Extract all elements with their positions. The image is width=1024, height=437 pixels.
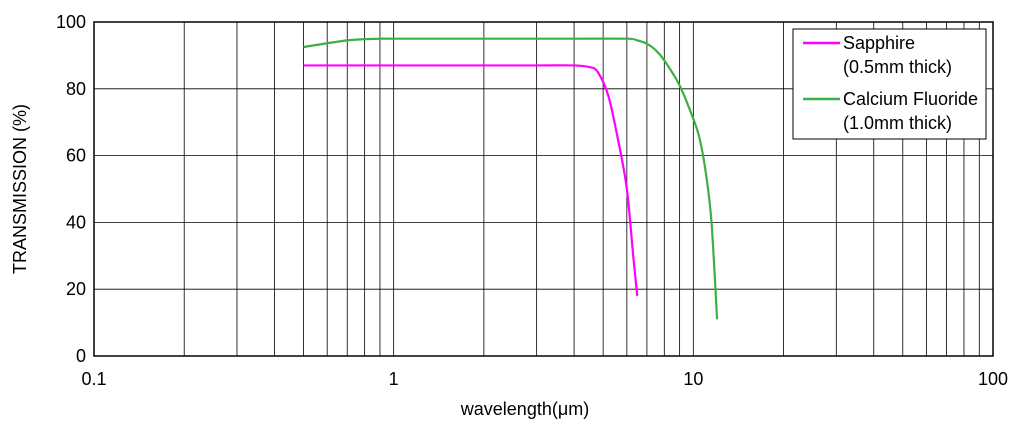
- x-axis-title: wavelength(μm): [460, 399, 589, 419]
- x-tick-label: 10: [683, 369, 703, 389]
- x-tick-label: 1: [389, 369, 399, 389]
- y-tick-label: 100: [56, 12, 86, 32]
- y-tick-label: 60: [66, 146, 86, 166]
- legend-label-sapphire: Sapphire: [843, 33, 915, 53]
- tick-layer: 0.1 1 10 100 0 20 40 60 80 100: [56, 12, 1008, 389]
- series-line-calcium-fluoride: [303, 37, 719, 320]
- series-layer: [303, 37, 719, 320]
- x-tick-label: 100: [978, 369, 1008, 389]
- y-tick-label: 0: [76, 346, 86, 366]
- x-tick-label: 0.1: [81, 369, 106, 389]
- series-line-sapphire: [303, 64, 639, 296]
- y-tick-label: 40: [66, 212, 86, 232]
- y-tick-label: 20: [66, 279, 86, 299]
- legend-label-calcium-fluoride: Calcium Fluoride: [843, 89, 978, 109]
- y-tick-label: 80: [66, 79, 86, 99]
- legend-sublabel-sapphire: (0.5mm thick): [843, 57, 952, 77]
- legend-box: [792, 28, 987, 140]
- y-axis-title: TRANSMISSION (%): [10, 104, 30, 274]
- legend-sublabel-calcium-fluoride: (1.0mm thick): [843, 113, 952, 133]
- legend: Sapphire (0.5mm thick) Calcium Fluoride …: [792, 28, 987, 140]
- plot-frame: [93, 21, 994, 357]
